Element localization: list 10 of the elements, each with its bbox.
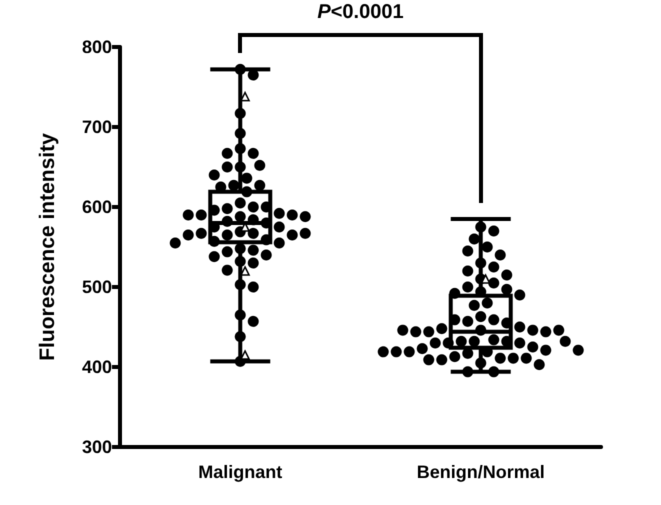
y-tick-label: 400 [82, 357, 112, 377]
y-tick-label: 600 [82, 197, 112, 217]
x-tick-label: Benign/Normal [416, 462, 545, 482]
y-tick-label: 500 [82, 277, 112, 297]
x-tick-label: Malignant [198, 462, 282, 482]
y-tick-label: 300 [82, 437, 112, 457]
y-tick-label: 700 [82, 117, 112, 137]
y-axis-title: Fluorescence intensity [36, 132, 59, 361]
text: P<0.0001 [317, 1, 404, 23]
y-tick-label: 800 [82, 37, 112, 57]
